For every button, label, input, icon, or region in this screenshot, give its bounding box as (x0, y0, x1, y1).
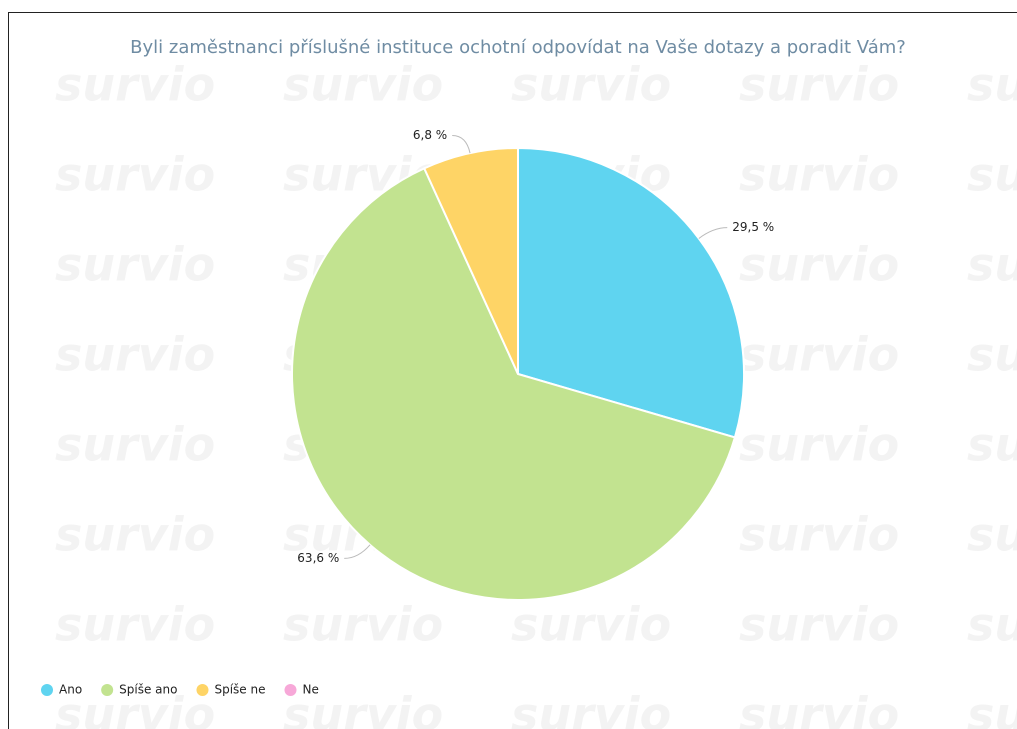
data-label: 29,5 % (732, 220, 774, 234)
watermark: survio (739, 58, 899, 112)
watermark: survio (55, 418, 215, 472)
data-label: 63,6 % (297, 551, 339, 565)
legend-marker (196, 684, 209, 696)
data-label: 6,8 % (413, 128, 447, 142)
watermark: survio (967, 508, 1017, 562)
watermark: survio (55, 598, 215, 652)
label-leader (452, 135, 471, 154)
watermark: survio (967, 328, 1017, 382)
legend-label: Ne (303, 683, 319, 697)
watermark: survio (739, 418, 899, 472)
chart-title: Byli zaměstnanci příslušné instituce och… (130, 37, 906, 58)
watermark: survio (55, 148, 215, 202)
watermark: survio (511, 688, 671, 729)
legend-label: Ano (59, 683, 82, 697)
legend-marker (101, 684, 114, 696)
watermark: survio (967, 238, 1017, 292)
watermark: survio (739, 238, 899, 292)
legend-label: Spíše ne (214, 683, 265, 697)
legend-marker (41, 684, 53, 696)
watermark: survio (55, 58, 215, 112)
watermark: survio (511, 58, 671, 112)
label-leader (344, 544, 371, 559)
watermark: survio (967, 688, 1017, 729)
watermark: survio (283, 598, 443, 652)
watermark: survio (55, 508, 215, 562)
watermark: survio (739, 328, 899, 382)
watermark: survio (55, 688, 215, 729)
watermark: survio (739, 688, 899, 729)
watermark: survio (967, 598, 1017, 652)
label-leader (698, 227, 728, 239)
watermark: survio (967, 418, 1017, 472)
legend-marker (284, 684, 297, 696)
watermark: survio (511, 598, 671, 652)
frame (8, 12, 1017, 729)
watermark: survio (739, 598, 899, 652)
watermark: survio (283, 58, 443, 112)
watermark: survio (55, 328, 215, 382)
watermark: survio (739, 508, 899, 562)
watermark: survio (967, 58, 1017, 112)
legend-label: Spíše ano (119, 683, 177, 697)
watermark: survio (283, 688, 443, 729)
pie-slice (291, 167, 737, 601)
watermark: survio (739, 148, 899, 202)
watermark: survio (55, 238, 215, 292)
watermark: survio (967, 148, 1017, 202)
